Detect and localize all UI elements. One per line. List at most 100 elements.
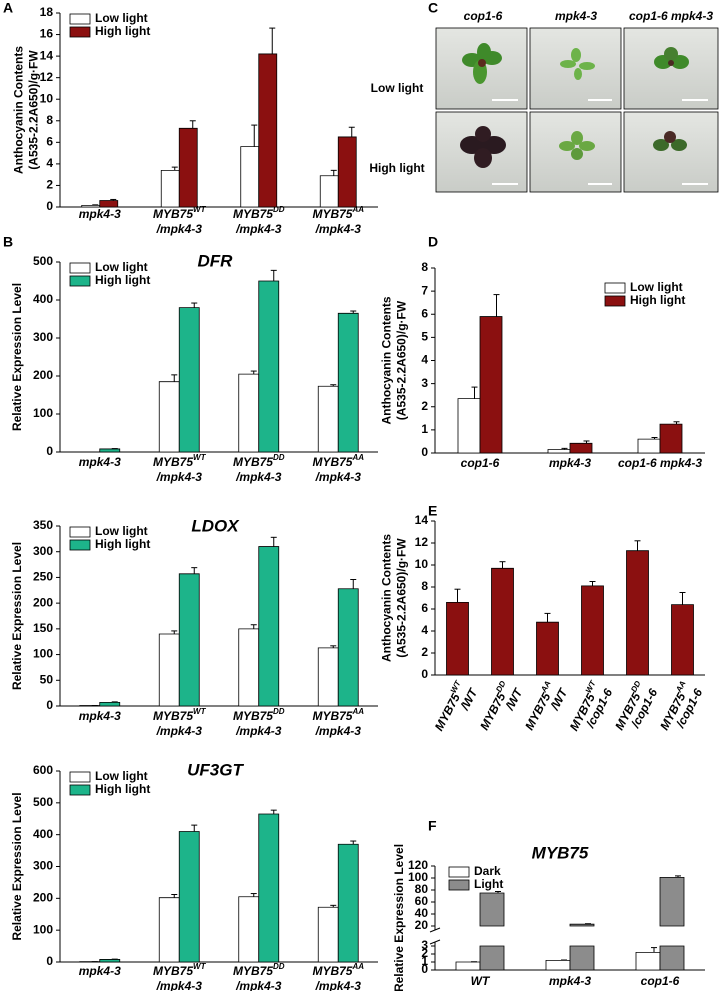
y-tick-label: 200 (33, 368, 53, 382)
bar (457, 398, 481, 454)
x-tick-label: MYB75AA/WT (521, 678, 572, 739)
column-label: mpk4-3 (555, 9, 597, 23)
x-tick-label: MYB75DD/mpk4-3 (233, 453, 285, 484)
bar (238, 373, 260, 453)
chart: D Anthocyanin Contents (A535-2.2A650)/g·FW… (380, 234, 705, 470)
y-tick-label: 2 (421, 946, 428, 960)
panel-letter: F (428, 818, 437, 834)
legend-swatch (69, 262, 91, 274)
y-tick-label: 400 (33, 827, 53, 841)
legend-label: Light (474, 877, 503, 891)
bar (317, 906, 339, 963)
bar (337, 588, 359, 707)
bar (317, 385, 339, 453)
y-axis-label: Relative Expression Level (10, 792, 24, 940)
bar (569, 923, 595, 971)
x-tick-label: MYB75WT/mpk4-3 (153, 962, 207, 991)
legend-swatch (69, 526, 91, 538)
bar (319, 175, 339, 208)
x-tick-label: mpk4-3 (549, 974, 591, 988)
x-tick-label: MYB75DD/mpk4-3 (233, 707, 285, 738)
y-tick-label: 4 (421, 353, 428, 367)
x-tick-label: MYB75WT/cop1-6 (565, 678, 616, 739)
y-tick-label: 0 (421, 445, 428, 459)
legend-label: Low light (95, 769, 148, 783)
bar (178, 573, 200, 707)
x-tick-label: MYB75DD/mpk4-3 (233, 962, 285, 991)
y-tick-label: 14 (415, 513, 429, 527)
y-tick-label: 40 (415, 906, 429, 920)
x-tick-label: MYB75DD/mpk4-3 (233, 205, 285, 236)
x-tick-label: cop1-6 (641, 974, 680, 988)
legend-swatch (69, 539, 91, 551)
chart-title: UF3GT (187, 760, 244, 779)
panel-letter: A (3, 0, 13, 16)
bar (238, 896, 260, 963)
x-tick-label: MYB75AA/cop1-6 (656, 679, 706, 738)
y-tick-label: 0 (421, 962, 428, 976)
x-tick-label: WT (471, 974, 491, 988)
bar (659, 877, 685, 971)
bar (337, 136, 357, 208)
bar (258, 280, 280, 453)
axis-break (429, 927, 441, 933)
bar (99, 702, 121, 707)
legend-swatch (448, 866, 470, 878)
y-tick-label: 0 (421, 667, 428, 681)
y-axis-label: Anthocyanin Contents (380, 534, 394, 662)
bar (671, 604, 694, 676)
y-tick-label: 400 (33, 292, 53, 306)
y-tick-label: 3 (421, 376, 428, 390)
column-label: cop1-6 mpk4-3 (629, 9, 713, 23)
chart-title: MYB75 (532, 843, 589, 862)
x-tick-label: MYB75DD/WT (476, 678, 527, 739)
bar (637, 438, 661, 454)
axis-break (429, 939, 441, 945)
y-axis-label: Relative Expression Level (392, 844, 406, 991)
bar (258, 813, 280, 963)
legend-label: Low light (95, 260, 148, 274)
x-tick-label: MYB75WT/mpk4-3 (153, 205, 207, 236)
y-tick-label: 600 (33, 763, 53, 777)
bar (240, 146, 260, 208)
bar (158, 897, 180, 963)
bar (337, 843, 359, 963)
y-tick-label: 350 (33, 518, 53, 532)
y-tick-label: 2 (46, 178, 53, 192)
y-axis-label: Anthocyanin Contents (380, 296, 394, 424)
y-tick-label: 6 (46, 135, 53, 149)
chart: A Anthocyanin Contents (A535-2.2A650)/g·FW… (3, 0, 378, 236)
legend-label: High light (95, 24, 150, 38)
photos (435, 27, 719, 193)
y-tick-label: 0 (46, 954, 53, 968)
bar (491, 567, 514, 676)
y-axis-label: (A535-2.2A650)/g·FW (395, 538, 409, 658)
y-axis-label: (A535-2.2A650)/g·FW (395, 300, 409, 420)
row-label: Low light (371, 81, 424, 95)
seedlings (460, 43, 708, 185)
chart: LDOX Relative Expression Level 0 50 100 150 20… (10, 516, 378, 738)
x-tick-label: MYB75AA/mpk4-3 (312, 453, 364, 484)
y-tick-label: 2 (421, 645, 428, 659)
y-tick-label: 300 (33, 859, 53, 873)
y-tick-label: 0 (46, 199, 53, 213)
legend-label: Low light (95, 11, 148, 25)
bar (479, 892, 505, 971)
legend-label: High light (95, 273, 150, 287)
bar (178, 307, 200, 453)
legend-label: High light (95, 537, 150, 551)
chart: UF3GT Relative Expression Level 0 100 200 300… (10, 760, 378, 991)
x-tick-label: MYB75AA/mpk4-3 (312, 707, 364, 738)
x-tick-label: MYB75WT/mpk4-3 (153, 453, 207, 484)
y-tick-label: 8 (421, 260, 428, 274)
y-tick-label: 3 (421, 938, 428, 952)
column-label: cop1-6 (464, 9, 503, 23)
y-tick-label: 1 (421, 954, 428, 968)
y-tick-label: 100 (33, 406, 53, 420)
y-tick-label: 60 (415, 894, 429, 908)
bar (536, 621, 559, 676)
bar (158, 381, 180, 453)
y-tick-label: 50 (40, 672, 54, 686)
y-tick-label: 14 (40, 48, 54, 62)
panel-letter: E (428, 503, 437, 519)
